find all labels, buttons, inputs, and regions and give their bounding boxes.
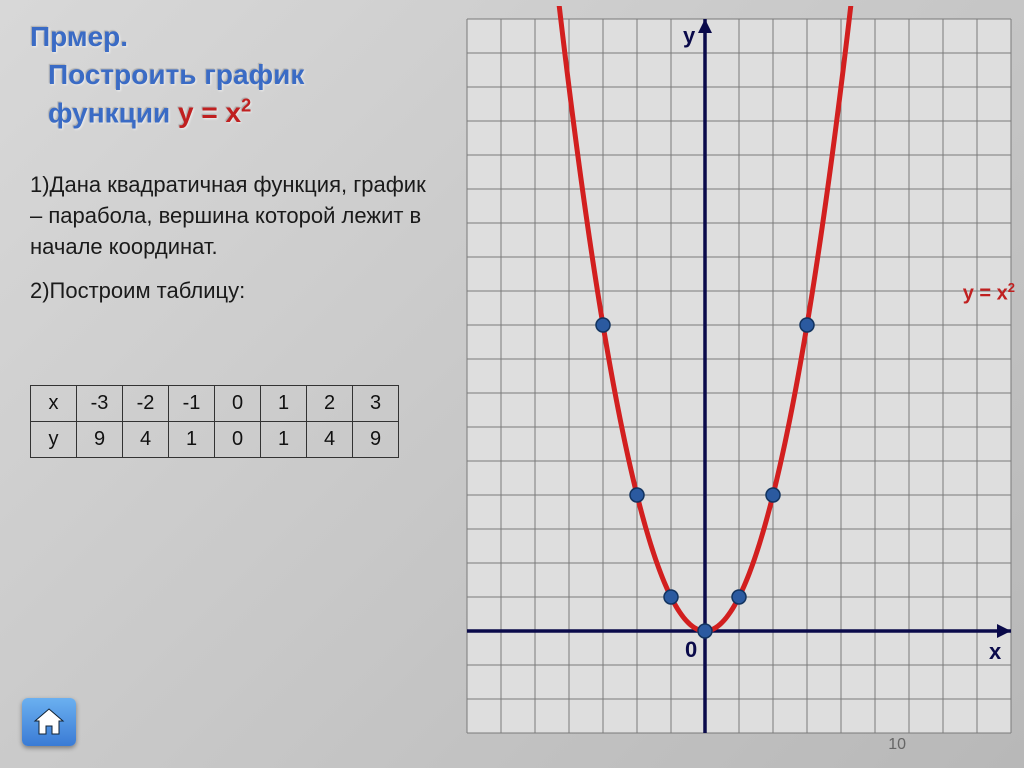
slide-title: Прмер. Построить график функции у = х2 — [30, 18, 450, 132]
body-p1: 1)Дана квадратичная функция, график – па… — [30, 170, 430, 262]
house-icon — [32, 707, 66, 737]
parabola-chart: у х 0 у = х2 — [465, 6, 1013, 746]
body-p2: 2)Построим таблицу: — [30, 276, 430, 307]
body-text: 1)Дана квадратичная функция, график – па… — [30, 170, 430, 321]
title-formula: у = х2 — [178, 97, 251, 128]
title-line-3-prefix: функции — [48, 97, 178, 128]
home-button[interactable] — [22, 698, 76, 746]
row-label-x: х — [31, 386, 77, 422]
title-line-3: функции у = х2 — [30, 94, 450, 132]
table-row: у 9 4 1 0 1 4 9 — [31, 422, 399, 458]
page-number: 10 — [888, 736, 906, 754]
svg-text:х: х — [989, 639, 1002, 664]
svg-text:0: 0 — [685, 637, 697, 662]
curve-label: у = х2 — [963, 280, 1015, 306]
table-row: х -3 -2 -1 0 1 2 3 — [31, 386, 399, 422]
title-line-1: Прмер. — [30, 18, 450, 56]
value-table: х -3 -2 -1 0 1 2 3 у 9 4 1 0 1 4 9 — [30, 385, 399, 458]
title-line-2: Построить график — [30, 56, 450, 94]
row-label-y: у — [31, 422, 77, 458]
svg-text:у: у — [683, 23, 696, 48]
chart-svg: у х 0 — [465, 6, 1013, 746]
